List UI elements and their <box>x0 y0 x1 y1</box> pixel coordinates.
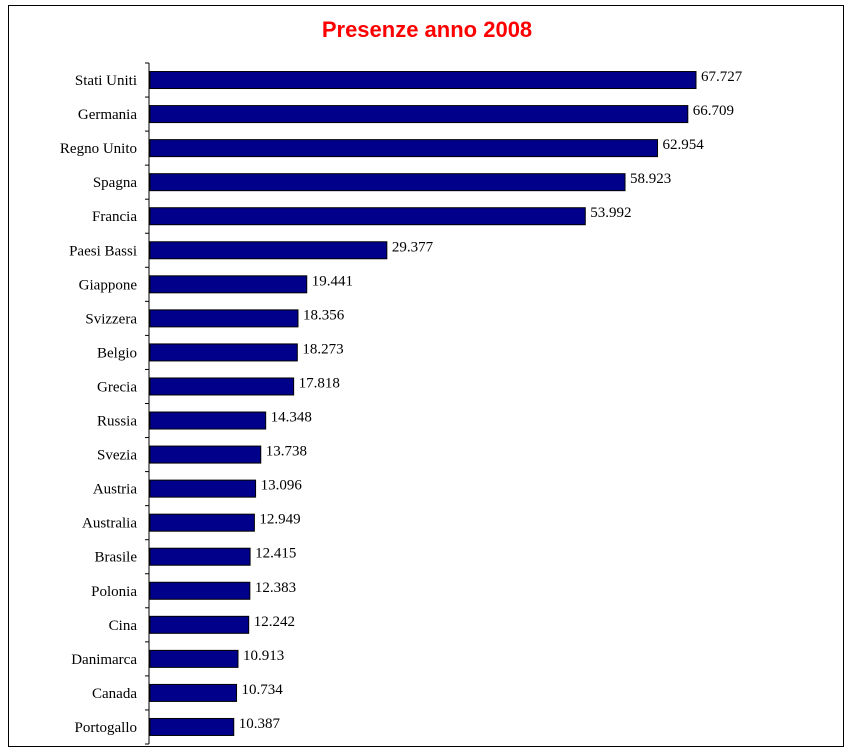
bar <box>149 717 235 736</box>
bar <box>149 139 659 158</box>
chart-title: Presenze anno 2008 <box>321 17 533 42</box>
bar <box>149 411 267 430</box>
data-label: 12.242 <box>254 614 295 630</box>
bar-chart: Stati Uniti 67.727 Germania 66.709 Regno Uni… <box>60 62 743 745</box>
bar <box>149 547 251 566</box>
data-label: 10.734 <box>242 682 284 698</box>
data-label: 12.949 <box>259 512 300 528</box>
category-label: Spagna <box>93 175 138 191</box>
data-label: 62.954 <box>663 137 705 153</box>
bar <box>149 479 257 498</box>
data-label: 58.923 <box>630 171 671 187</box>
data-label: 29.377 <box>392 239 434 255</box>
bar <box>149 309 299 328</box>
category-label: Cina <box>109 618 138 634</box>
category-label: Australia <box>82 516 137 532</box>
bar <box>149 275 308 294</box>
data-label: 14.348 <box>271 410 312 426</box>
category-label: Paesi Bassi <box>69 243 137 259</box>
bar <box>149 71 697 90</box>
bar <box>149 683 238 702</box>
category-label: Danimarca <box>71 652 137 668</box>
data-label: 13.738 <box>266 444 307 460</box>
data-label: 12.415 <box>255 546 296 562</box>
chart-frame: Presenze anno 2008 Stati Uniti 67.727 Germ… <box>8 5 844 747</box>
bar <box>149 105 689 124</box>
category-label: Canada <box>92 686 137 702</box>
bar <box>149 615 250 634</box>
bar <box>149 649 239 668</box>
data-label: 13.096 <box>261 478 303 494</box>
data-label: 17.818 <box>299 375 340 391</box>
bar <box>149 207 586 226</box>
data-label: 18.273 <box>302 341 343 357</box>
category-label: Giappone <box>79 277 138 293</box>
bar <box>149 343 298 362</box>
category-label: Regno Unito <box>60 141 137 157</box>
category-label: Germania <box>78 107 137 123</box>
bar <box>149 513 255 532</box>
category-label: Brasile <box>95 550 138 566</box>
data-label: 66.709 <box>693 103 734 119</box>
category-label: Austria <box>93 482 138 498</box>
bar <box>149 445 262 464</box>
bar <box>149 377 295 396</box>
bar <box>149 581 251 600</box>
bar <box>149 173 626 192</box>
data-label: 10.913 <box>243 648 284 664</box>
data-label: 12.383 <box>255 580 296 596</box>
data-label: 19.441 <box>312 273 353 289</box>
category-label: Francia <box>92 209 137 225</box>
bar <box>149 241 388 260</box>
category-label: Stati Uniti <box>75 73 137 89</box>
data-label: 10.387 <box>239 716 281 732</box>
category-label: Polonia <box>91 584 137 600</box>
data-label: 67.727 <box>701 69 743 85</box>
data-label: 18.356 <box>303 307 345 323</box>
category-label: Russia <box>97 414 137 430</box>
category-label: Portogallo <box>75 720 138 736</box>
category-label: Svezia <box>97 448 137 464</box>
data-label: 53.992 <box>590 205 631 221</box>
category-label: Belgio <box>97 345 137 361</box>
category-label: Grecia <box>97 379 137 395</box>
category-label: Svizzera <box>85 311 137 327</box>
